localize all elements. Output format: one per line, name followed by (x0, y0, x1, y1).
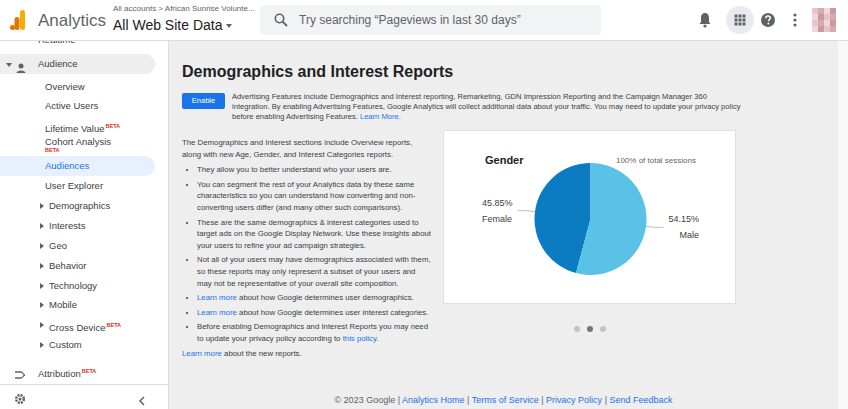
html-text:Behavior: Behavior (49, 260, 87, 271)
html-text:AttributionBETA: AttributionBETA (38, 368, 97, 380)
html-text:You can segment the rest of yo: You can segment the rest of your Analyti… (197, 179, 416, 212)
html-text:All Web Site Data: All Web Site Data (113, 17, 223, 33)
html-text:Demographics and Interest Repo: Demographics and Interest Reports (182, 63, 454, 80)
svg-text:45.85%: 45.85% (482, 198, 513, 208)
html-text:Try searching “Pageviews in la: Try searching “Pageviews in last 30 days… (299, 13, 521, 27)
html-text:Geo: Geo (49, 240, 67, 251)
html-text:Enable: Enable (191, 96, 216, 105)
html-text:The Demographics and Interest: The Demographics and Interest sections i… (182, 138, 413, 159)
html-text:Mobile: Mobile (49, 299, 77, 310)
html-text:These are the same demographic: These are the same demographics & intere… (197, 217, 431, 250)
html-text:Demographics: Demographics (49, 200, 111, 211)
html-text:Lifetime ValueBETA: Lifetime ValueBETA (45, 123, 121, 135)
svg-text:100% of total sessions: 100% of total sessions (616, 156, 696, 165)
html-text:Overview: Overview (45, 81, 85, 92)
html-text:BETA: BETA (45, 147, 60, 153)
html-text:Learn more about the new repor: Learn more about the new reports. (182, 348, 302, 358)
html-text:User Explorer: User Explorer (45, 180, 104, 191)
html-text:Advertising Features include D: Advertising Features include Demographic… (232, 92, 741, 121)
html-text:Cross DeviceBETA: Cross DeviceBETA (49, 322, 122, 334)
html-text:Audience: Audience (38, 58, 78, 69)
svg-text:54.15%: 54.15% (668, 214, 699, 224)
svg-text:Gender: Gender (485, 154, 524, 166)
html-text:Audiences: Audiences (45, 160, 90, 171)
html-text:Active Users: Active Users (45, 100, 99, 111)
html-text:Learn more about how Google de: Learn more about how Google determines u… (197, 307, 429, 317)
svg-text:Male: Male (679, 230, 699, 240)
html-text:Custom: Custom (49, 339, 82, 350)
html-text:Interests: Interests (49, 220, 86, 231)
html-text:Not all of your users may have: Not all of your users may have demograph… (197, 255, 431, 288)
html-text:© 2023 Google | Analytics Home: © 2023 Google | Analytics Home | Terms o… (334, 395, 673, 405)
html-text:Technology: Technology (49, 280, 98, 291)
html-text:Before enabling Demographics a: Before enabling Demographics and Interes… (197, 322, 428, 343)
html-text:They allow you to better under: They allow you to better understand who … (197, 165, 392, 175)
svg-text:Female: Female (482, 214, 512, 224)
html-text:Cohort Analysis: Cohort Analysis (45, 136, 111, 147)
html-text:Learn more about how Google de: Learn more about how Google determines u… (197, 293, 414, 303)
html-text:All accounts > African Sunrise: All accounts > African Sunrise Volunte..… (113, 4, 255, 13)
html-text:Analytics: Analytics (38, 11, 106, 30)
